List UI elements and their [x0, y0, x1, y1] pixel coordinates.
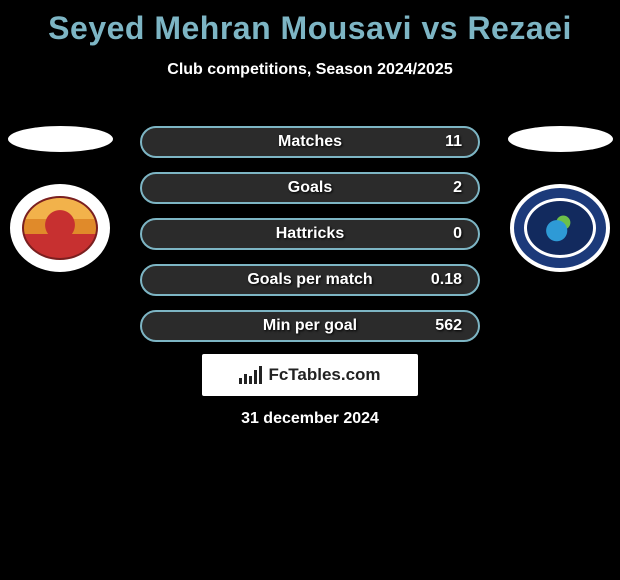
brand-text: FcTables.com	[268, 365, 380, 385]
stat-value-right: 11	[445, 133, 462, 151]
subtitle: Club competitions, Season 2024/2025	[0, 61, 620, 79]
date-text: 31 december 2024	[0, 410, 620, 428]
stat-label: Hattricks	[158, 225, 462, 243]
stat-row: Min per goal 562	[140, 310, 480, 342]
player-left-column	[0, 126, 120, 272]
stat-value-right: 0.18	[431, 271, 462, 289]
bar-chart-icon	[239, 366, 262, 384]
stat-value-right: 562	[435, 317, 462, 335]
stat-label: Goals per match	[158, 271, 462, 289]
stats-list: Matches 11 Goals 2 Hattricks 0 Goals per…	[140, 126, 480, 342]
stat-row: Hattricks 0	[140, 218, 480, 250]
brand-badge[interactable]: FcTables.com	[202, 354, 418, 396]
player-right-silhouette	[508, 126, 613, 152]
stat-row: Matches 11	[140, 126, 480, 158]
stat-label: Matches	[158, 133, 462, 151]
stat-value-right: 0	[453, 225, 462, 243]
club-crest-left	[10, 184, 110, 272]
club-crest-right	[510, 184, 610, 272]
stat-label: Min per goal	[158, 317, 462, 335]
stat-row: Goals per match 0.18	[140, 264, 480, 296]
stat-row: Goals 2	[140, 172, 480, 204]
stat-label: Goals	[158, 179, 462, 197]
page-title: Seyed Mehran Mousavi vs Rezaei	[0, 0, 620, 47]
stat-value-right: 2	[453, 179, 462, 197]
player-right-column	[500, 126, 620, 272]
player-left-silhouette	[8, 126, 113, 152]
